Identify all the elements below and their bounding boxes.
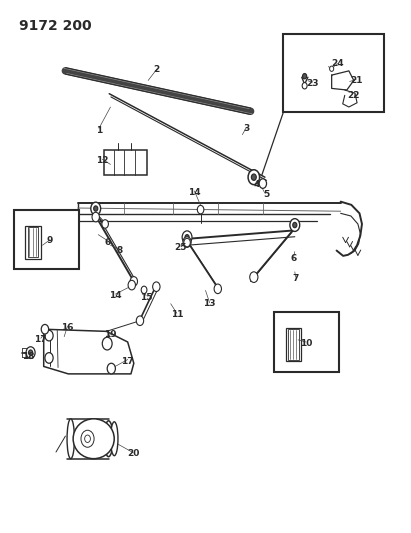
Circle shape <box>92 212 99 222</box>
Text: 11: 11 <box>171 310 183 319</box>
Circle shape <box>302 74 307 79</box>
Circle shape <box>45 353 53 364</box>
Circle shape <box>45 330 53 341</box>
Text: 23: 23 <box>307 78 319 87</box>
Text: 13: 13 <box>203 299 216 308</box>
Circle shape <box>290 219 300 231</box>
Ellipse shape <box>106 427 111 451</box>
Text: 17: 17 <box>121 357 134 366</box>
Text: 25: 25 <box>175 244 187 253</box>
Circle shape <box>182 231 192 244</box>
Circle shape <box>136 316 144 326</box>
Circle shape <box>250 272 258 282</box>
Text: 24: 24 <box>331 59 344 68</box>
Circle shape <box>183 237 191 247</box>
Ellipse shape <box>104 421 113 457</box>
Text: 12: 12 <box>96 156 109 165</box>
Bar <box>25 225 41 259</box>
Text: 14: 14 <box>109 291 122 300</box>
Text: 16: 16 <box>61 323 74 332</box>
Text: 7: 7 <box>293 273 299 282</box>
Bar <box>288 329 299 360</box>
Ellipse shape <box>73 419 114 459</box>
Text: 2: 2 <box>153 66 159 74</box>
Text: 20: 20 <box>127 449 139 458</box>
Circle shape <box>302 83 307 89</box>
Circle shape <box>85 435 90 442</box>
Text: 4: 4 <box>254 180 260 189</box>
Circle shape <box>330 66 334 71</box>
Text: 9: 9 <box>47 237 53 246</box>
Circle shape <box>28 350 32 356</box>
Circle shape <box>91 202 101 215</box>
Text: 8: 8 <box>116 246 122 255</box>
Circle shape <box>214 284 222 294</box>
Text: 9172 200: 9172 200 <box>19 19 92 33</box>
Bar <box>283 34 384 112</box>
Text: 21: 21 <box>350 76 363 85</box>
Text: 19: 19 <box>104 330 117 339</box>
Circle shape <box>185 235 189 240</box>
Bar <box>104 150 147 175</box>
Circle shape <box>107 364 115 374</box>
Circle shape <box>152 282 160 292</box>
Text: 3: 3 <box>243 124 249 133</box>
Circle shape <box>102 337 112 350</box>
Bar <box>286 328 301 361</box>
Circle shape <box>141 286 147 294</box>
Circle shape <box>26 347 35 359</box>
Text: 5: 5 <box>263 190 269 199</box>
Text: 14: 14 <box>188 188 201 197</box>
Circle shape <box>293 222 297 228</box>
Bar <box>14 209 79 269</box>
Text: 1: 1 <box>96 126 102 135</box>
Text: 15: 15 <box>140 293 152 302</box>
Circle shape <box>130 277 138 286</box>
Text: 17: 17 <box>35 335 47 344</box>
Text: 22: 22 <box>348 91 360 100</box>
Circle shape <box>248 169 260 184</box>
Bar <box>28 227 38 257</box>
Bar <box>274 312 339 372</box>
Circle shape <box>41 325 48 334</box>
Ellipse shape <box>111 422 118 456</box>
Text: 10: 10 <box>300 339 312 348</box>
Circle shape <box>102 220 109 228</box>
Circle shape <box>94 206 98 211</box>
Circle shape <box>197 205 204 214</box>
Text: 6: 6 <box>105 238 111 247</box>
Circle shape <box>252 174 256 180</box>
Text: 18: 18 <box>22 352 35 361</box>
Ellipse shape <box>67 419 74 459</box>
Circle shape <box>81 430 94 447</box>
Circle shape <box>128 280 136 290</box>
Text: 6: 6 <box>291 254 297 263</box>
Circle shape <box>184 238 190 247</box>
Circle shape <box>259 179 266 188</box>
